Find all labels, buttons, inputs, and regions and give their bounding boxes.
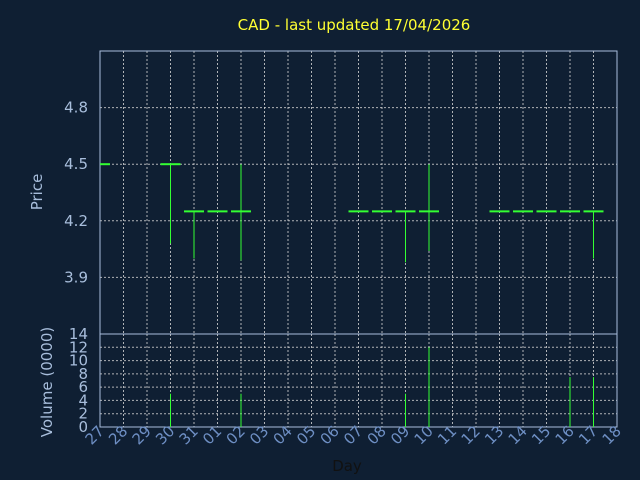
chart-title: CAD - last updated 17/04/2026 bbox=[238, 16, 471, 34]
price-y-tick-label: 4.2 bbox=[64, 212, 88, 230]
ohlc-bar bbox=[160, 163, 181, 244]
x-tick-label: 06 bbox=[317, 422, 343, 448]
volume-axis-label: Volume (0000) bbox=[38, 327, 56, 437]
volume-y-tick-label: 10 bbox=[69, 352, 88, 370]
x-tick-label: 14 bbox=[505, 422, 531, 448]
volume-panel-frame bbox=[99, 333, 618, 428]
x-tick-label: 11 bbox=[434, 422, 460, 448]
price-bars bbox=[100, 163, 604, 263]
x-tick-label: 28 bbox=[105, 422, 131, 448]
x-ticks: 2728293031010203040506070809101112131415… bbox=[82, 422, 625, 448]
x-axis-label: Day bbox=[332, 457, 362, 475]
x-tick-label: 15 bbox=[528, 422, 554, 448]
x-tick-label: 16 bbox=[552, 422, 578, 448]
x-tick-label: 02 bbox=[223, 422, 249, 448]
volume-grid bbox=[100, 334, 617, 427]
ohlc-bar bbox=[583, 210, 604, 259]
x-tick-label: 18 bbox=[599, 422, 625, 448]
x-tick-label: 31 bbox=[176, 422, 202, 448]
volume-bars bbox=[170, 347, 594, 427]
ohlc-bar bbox=[184, 210, 204, 259]
volume-y-tick-label: 12 bbox=[69, 338, 88, 356]
price-axis-label: Price bbox=[28, 174, 46, 211]
x-tick-label: 30 bbox=[152, 422, 178, 448]
x-tick-label: 29 bbox=[129, 422, 155, 448]
price-y-ticks: 3.9 4.2 4.5 4.8 bbox=[64, 99, 88, 287]
ohlc-bar bbox=[419, 164, 439, 251]
x-tick-label: 09 bbox=[387, 422, 413, 448]
x-tick-label: 17 bbox=[575, 422, 601, 448]
price-y-tick-label: 4.8 bbox=[64, 99, 88, 117]
x-tick-label: 04 bbox=[270, 422, 296, 448]
x-tick-label: 10 bbox=[411, 422, 437, 448]
x-tick-label: 05 bbox=[293, 422, 319, 448]
volume-y-tick-label: 2 bbox=[78, 405, 88, 423]
volume-y-tick-label: 0 bbox=[78, 418, 88, 436]
x-tick-label: 01 bbox=[199, 422, 225, 448]
ohlc-bar bbox=[231, 164, 251, 261]
volume-y-tick-label: 4 bbox=[78, 391, 88, 409]
price-grid bbox=[100, 51, 617, 334]
price-y-tick-label: 3.9 bbox=[64, 268, 88, 286]
x-tick-label: 03 bbox=[246, 422, 272, 448]
volume-y-tick-label: 14 bbox=[69, 325, 88, 343]
x-tick-label: 08 bbox=[364, 422, 390, 448]
volume-y-tick-label: 6 bbox=[78, 378, 88, 396]
x-tick-label: 13 bbox=[481, 422, 507, 448]
ohlc-bar bbox=[395, 210, 416, 263]
x-tick-label: 07 bbox=[340, 422, 366, 448]
x-tick-label: 12 bbox=[458, 422, 484, 448]
volume-y-tick-label: 8 bbox=[78, 365, 88, 383]
price-y-tick-label: 4.5 bbox=[64, 155, 88, 173]
